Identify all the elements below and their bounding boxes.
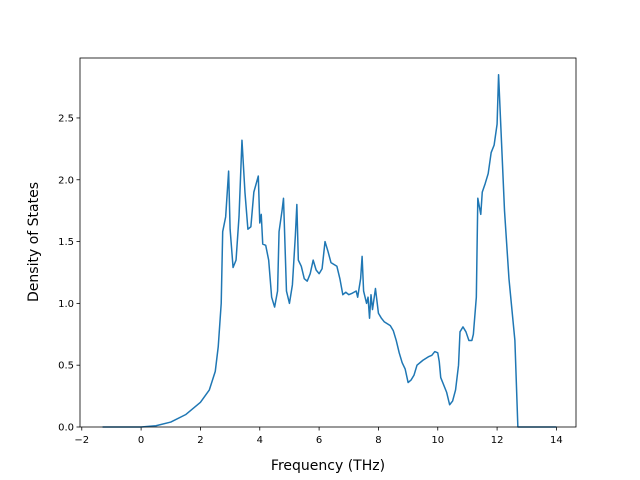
y-tick-label: 0.0 — [58, 423, 74, 434]
x-tick-label: 8 — [375, 435, 381, 446]
x-tick-label: 4 — [257, 435, 263, 446]
x-tick-label: −2 — [74, 435, 89, 446]
y-tick-label: 1.5 — [58, 237, 74, 248]
x-tick-label: 6 — [316, 435, 322, 446]
x-tick-label: 0 — [138, 435, 144, 446]
x-tick-label: 2 — [197, 435, 203, 446]
y-tick-label: 0.5 — [58, 361, 74, 372]
x-tick-label: 10 — [431, 435, 444, 446]
data-line — [102, 73, 557, 428]
x-tick-label: 12 — [491, 435, 504, 446]
y-axis-label: Density of States — [26, 182, 42, 302]
y-tick-label: 2.0 — [58, 175, 74, 186]
y-tick-label: 1.0 — [58, 299, 74, 310]
x-tick-label: 14 — [550, 435, 563, 446]
y-tick-label: 2.5 — [58, 113, 74, 124]
x-axis-label: Frequency (THz) — [271, 458, 385, 474]
plot-frame — [79, 57, 577, 428]
